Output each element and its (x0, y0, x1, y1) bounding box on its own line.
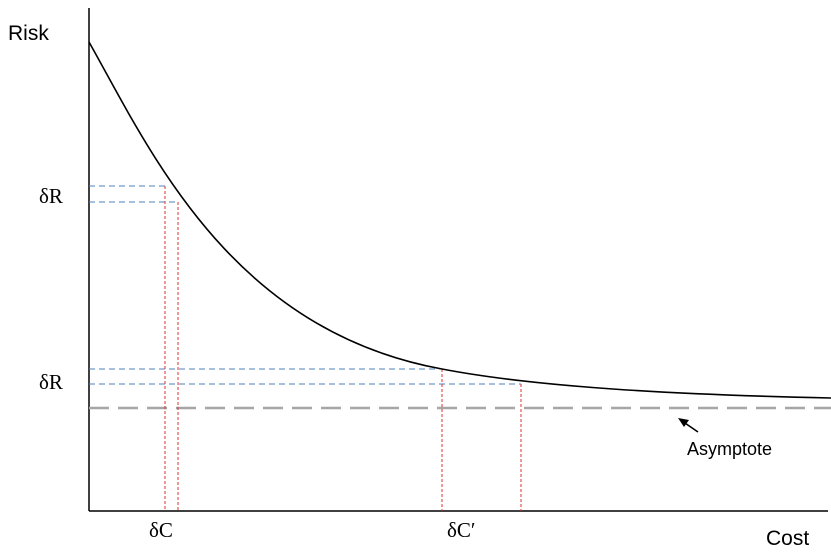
asymptote-label: Asymptote (687, 439, 772, 459)
x-axis-label: Cost (766, 527, 809, 550)
delta-c-prime-label: δC′ (447, 518, 476, 542)
delta-r-lower-label: δR (39, 370, 63, 394)
delta-r-upper-label: δR (39, 184, 63, 208)
y-axis-label: Risk (8, 22, 49, 45)
risk-curve (88, 41, 831, 399)
asymptote-arrowhead (678, 418, 689, 427)
delta-c-label: δC (149, 518, 173, 542)
